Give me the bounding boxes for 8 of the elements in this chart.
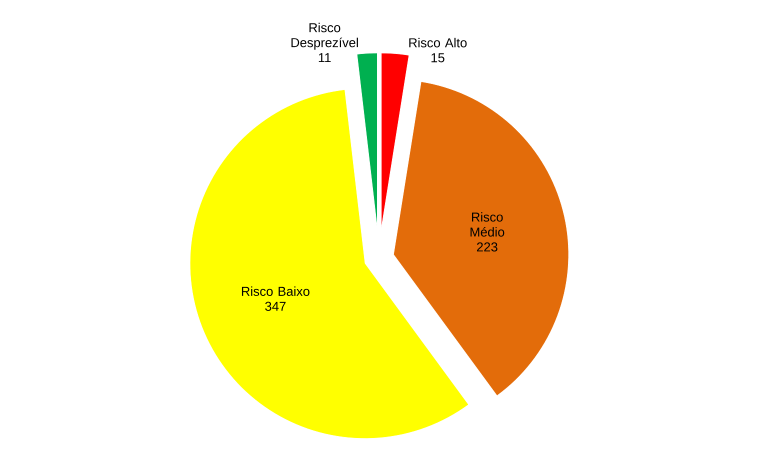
slice-label: Risco Baixo <box>242 286 310 296</box>
slice-label: Risco Desprezível <box>291 22 358 50</box>
data-label: 347 <box>265 302 286 311</box>
data-label: 223 <box>476 242 498 252</box>
data-label: 15 <box>431 53 444 62</box>
slice-label: Risco Médio <box>470 212 504 237</box>
data-label: 11 <box>318 53 331 62</box>
slice-label: Risco Alto <box>409 38 467 48</box>
